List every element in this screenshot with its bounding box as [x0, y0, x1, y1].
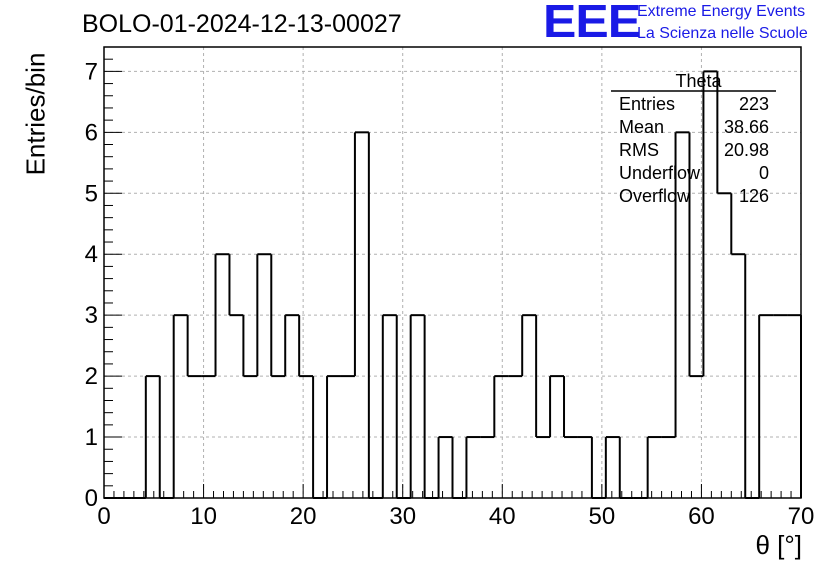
x-tick-label: 10	[190, 503, 217, 530]
stats-label: RMS	[619, 140, 659, 160]
histogram-bin	[563, 376, 578, 439]
histogram-bin	[395, 315, 411, 499]
histogram-bin	[451, 437, 467, 499]
histogram-bin	[256, 253, 272, 377]
histogram-bin	[493, 375, 509, 438]
stats-label: Overflow	[619, 186, 691, 206]
stats-value: 38.66	[724, 117, 769, 137]
histogram-bin	[172, 314, 188, 498]
histogram-bin	[535, 315, 551, 439]
histogram-bin	[674, 131, 690, 438]
x-tick-label: 0	[97, 503, 110, 530]
histogram-bin	[688, 132, 704, 378]
histogram-bin	[646, 436, 662, 498]
stats-value: 126	[739, 186, 769, 206]
x-tick-label: 70	[788, 503, 815, 530]
y-tick-label: 1	[85, 424, 98, 451]
histogram-bin	[353, 131, 369, 377]
histogram-bin	[270, 254, 286, 378]
histogram-bin	[298, 315, 314, 378]
stats-value: 223	[739, 94, 769, 114]
chart-title: BOLO-01-2024-12-13-00027	[82, 10, 402, 38]
y-tick-label: 7	[85, 58, 98, 85]
histogram-bin	[758, 314, 774, 498]
x-tick-label: 30	[389, 503, 416, 530]
histogram-bin	[787, 314, 802, 498]
histogram-bin	[590, 437, 606, 499]
histogram-bin	[381, 314, 397, 498]
histogram-bin	[465, 436, 481, 498]
eee-logo: EEE	[543, 0, 641, 47]
histogram-bin	[409, 314, 425, 498]
logo-line-1: Extreme Energy Events	[637, 3, 806, 20]
histogram-bin	[618, 437, 634, 499]
histogram-bin	[604, 436, 620, 498]
histogram-bin	[702, 70, 718, 377]
histogram	[104, 70, 802, 499]
histogram-bin	[437, 436, 453, 498]
histogram-bin	[730, 193, 746, 256]
stats-title: Theta	[675, 71, 722, 91]
y-tick-label: 2	[85, 363, 98, 390]
stats-label: Underflow	[619, 163, 701, 183]
stats-label: Mean	[619, 117, 664, 137]
grid	[104, 47, 801, 498]
histogram-bin	[144, 375, 160, 498]
x-axis-label: θ [°]	[755, 530, 802, 560]
x-tick-label: 50	[589, 503, 616, 530]
x-tick-label: 40	[489, 503, 516, 530]
x-tick-label: 20	[290, 503, 317, 530]
stats-value: 20.98	[724, 140, 769, 160]
histogram-bin	[521, 314, 537, 377]
histogram-bin	[284, 314, 300, 377]
histogram-bin	[423, 315, 439, 499]
stats-label: Entries	[619, 94, 675, 114]
histogram-bin	[326, 375, 341, 498]
histogram-bin	[214, 253, 230, 377]
histogram-bin	[549, 375, 565, 438]
histogram-bin	[242, 315, 258, 378]
y-tick-label: 4	[85, 241, 98, 268]
histogram-bin	[228, 254, 244, 317]
plot-frame	[103, 46, 802, 499]
y-tick-label: 3	[85, 302, 98, 329]
logo-line-2: La Scienza nelle Scuole	[637, 25, 808, 42]
y-tick-label: 6	[85, 119, 98, 146]
x-tick-label: 60	[688, 503, 715, 530]
axes: 0 10 20 30 40 50 60 70 0 1 2 3 4 5 6 7	[85, 46, 815, 530]
stats-value: 0	[759, 163, 769, 183]
y-tick-label: 0	[85, 485, 98, 512]
histogram-bin	[186, 315, 202, 378]
y-tick-label: 5	[85, 180, 98, 207]
